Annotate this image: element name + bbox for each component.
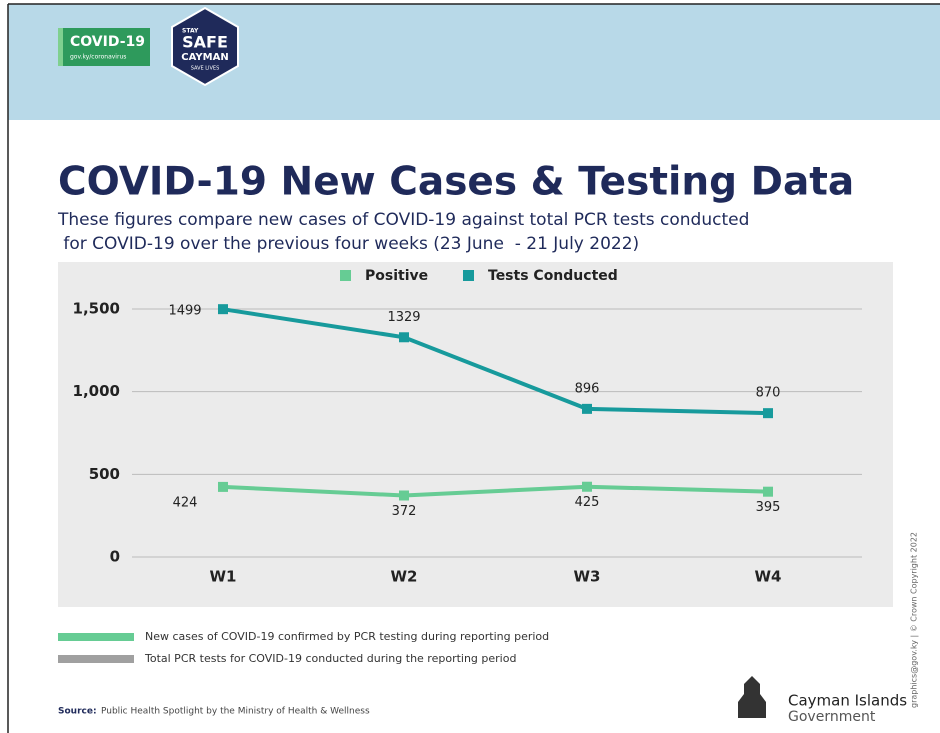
- plot-panel: [58, 262, 893, 607]
- copyright: graphics@gov.ky | © Crown Copyright 2022: [910, 532, 919, 708]
- x-tick-label: W1: [210, 568, 237, 586]
- point: [218, 481, 228, 492]
- point: [218, 304, 228, 315]
- point: [399, 332, 409, 343]
- legend-label: Tests Conducted: [488, 268, 618, 284]
- point: [582, 403, 592, 414]
- y-tick-label: 500: [89, 465, 120, 483]
- point: [763, 486, 773, 497]
- value-label: 372: [392, 504, 417, 519]
- y-tick-label: 0: [110, 548, 120, 566]
- note-text: Total PCR tests for COVID-19 conducted d…: [144, 652, 516, 665]
- logo-safe: SAFE: [182, 33, 228, 52]
- logo-cayman: CAYMAN: [181, 52, 228, 63]
- badge-title: COVID-19: [70, 34, 145, 50]
- point: [763, 408, 773, 419]
- x-tick-label: W3: [574, 568, 601, 586]
- point: [399, 490, 409, 501]
- hexagon-logo: [171, 6, 239, 87]
- gov-name: Government: [788, 709, 876, 725]
- badge-stripe: [58, 28, 63, 66]
- value-label: 1329: [387, 310, 420, 325]
- value-label: 395: [756, 500, 781, 515]
- value-label: 424: [173, 495, 198, 510]
- source: Public Health Spotlight by the Ministry …: [101, 707, 370, 717]
- legend-swatch: [463, 270, 474, 281]
- subtitle: for COVID-19 over the previous four week…: [58, 234, 639, 254]
- note-swatch: [58, 655, 134, 663]
- value-label: 1499: [168, 304, 201, 319]
- footer: New cases of COVID-19 confirmed by PCR t…: [58, 630, 549, 665]
- y-tick-label: 1,000: [73, 382, 120, 400]
- value-label: 896: [575, 381, 600, 396]
- legend-swatch: [340, 270, 351, 281]
- note-text: New cases of COVID-19 confirmed by PCR t…: [145, 630, 549, 643]
- header-band: [8, 4, 940, 120]
- gov-name: Cayman Islands: [788, 692, 907, 710]
- source-label: Source:: [58, 707, 97, 717]
- legend-label: Positive: [365, 268, 428, 284]
- x-tick-label: W4: [755, 568, 782, 586]
- chart-title: COVID-19 New Cases & Testing Data: [58, 160, 854, 205]
- logo-save: SAVE LIVES: [191, 66, 220, 72]
- plot: 0 500 1,000 1,500 W1 W2 W3 W4 Positive 424 372 425 3…: [73, 268, 862, 586]
- badge-url: gov.ky/coronavirus: [70, 54, 126, 61]
- point: [582, 481, 592, 492]
- logo-stay: STAY: [182, 28, 199, 35]
- series-line: [222, 484, 769, 498]
- value-label: 425: [575, 495, 600, 510]
- value-label: 870: [756, 386, 781, 401]
- badge: [58, 28, 150, 66]
- note-swatch: [58, 633, 134, 641]
- coat-of-arms: [738, 676, 766, 718]
- y-tick-label: 1,500: [73, 300, 120, 318]
- series-line: [222, 307, 769, 416]
- x-tick-label: W2: [391, 568, 418, 586]
- subtitle: These figures compare new cases of COVID…: [57, 210, 749, 230]
